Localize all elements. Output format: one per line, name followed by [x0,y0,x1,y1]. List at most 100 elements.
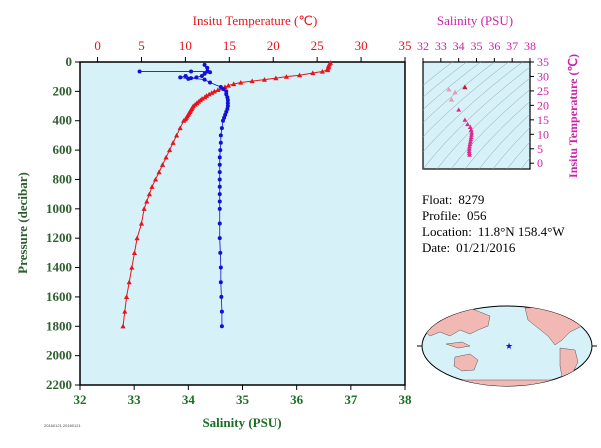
temperature-point [134,235,140,241]
ts-salinity-ticks: 32 33 34 35 36 37 38 [417,39,536,62]
salinity-point [217,184,222,189]
temperature-point [170,140,176,145]
salinity-series [137,62,230,329]
density-contour [423,62,509,138]
temp-tick-label: 0 [94,38,101,53]
ts-sal-tick-label: 33 [435,39,447,53]
location-value: 11.8°N 158.4°W [477,224,565,239]
density-contours [423,62,530,169]
temperature-point [156,169,162,175]
temperature-point [177,125,183,131]
salinity-point [183,73,188,78]
south-america-landmass [559,347,579,383]
ts-point [467,144,472,149]
ts-point [468,127,474,132]
temperature-point [163,154,169,160]
float-location-marker: ★ [505,341,513,351]
ts-temp-tick-label: 30 [537,69,549,83]
float-info: Float: 8279 Profile: 056 Location: 11.8°N 1… [422,192,565,256]
temperature-point [206,91,212,97]
salinity-point [217,162,222,167]
salinity-point [221,87,226,92]
ts-temp-tick-label: 10 [537,127,549,141]
salinity-point [225,98,230,103]
density-contour [423,62,467,98]
ts-point [469,130,475,135]
temperature-point [126,279,132,285]
ts-point [456,107,462,112]
sal-tick-label: 34 [182,392,196,407]
pres-tick-label: 1000 [46,201,72,216]
salinity-point [217,192,222,197]
temp-tick-label: 15 [223,38,236,53]
salinity-point [217,221,222,226]
salinity-point [218,280,223,285]
footer-text: 20160121 20160121 [44,423,81,428]
ts-point [462,117,468,122]
location-label: Location: [422,224,472,239]
pres-tick-label: 200 [53,83,73,98]
salinity-point [202,62,207,67]
temperature-point [211,88,217,94]
salinity-point [202,71,207,76]
salinity-point [218,148,223,153]
temperature-point [141,206,147,211]
density-contour [423,62,481,110]
temperature-point [325,67,331,73]
temp-tick-label: 35 [399,38,412,53]
ts-temperature-axis-title: Insitu Temperature (℃) [566,54,580,178]
temperature-point [120,323,126,329]
temp-tick-label: 20 [267,38,280,53]
temperature-point [144,198,150,204]
sal-tick-label: 36 [290,392,304,407]
ts-point [468,134,474,140]
ts-point [448,96,455,102]
salinity-point [217,155,222,160]
temperature-point [138,220,145,226]
salinity-point [219,309,224,314]
density-contour [464,101,530,169]
float-row: Float: 8279 [422,192,565,208]
density-contour [450,89,530,169]
temperature-point [152,176,159,182]
temperature-point [166,147,173,153]
temp-tick-label: 30 [355,38,368,53]
temperature-point [123,294,130,299]
salinity-point [217,170,222,175]
salinity-point [178,75,183,80]
ts-temp-tick-label: 5 [537,142,543,156]
pres-tick-label: 1200 [46,230,72,245]
location-row: Location: 11.8°N 158.4°W [422,224,565,240]
temperature-point [129,264,135,270]
salinity-point [219,294,224,299]
temperature-point [122,308,128,314]
temperature-point [149,184,155,189]
ts-point [467,141,473,147]
ts-sal-tick-label: 34 [453,39,465,53]
sal-tick-label: 35 [236,392,250,407]
ts-point [462,84,468,90]
ts-salinity-axis-title: Salinity (PSU) [437,13,513,28]
temp-tick-label: 25 [311,38,324,53]
profile-label: Profile: [422,208,461,223]
ts-temp-tick-label: 0 [537,156,543,170]
density-contour [520,157,530,169]
salinity-point [219,324,224,329]
salinity-point [219,126,224,131]
temperature-point [181,118,187,123]
pressure-axis-title: Pressure (decibar) [15,172,30,274]
date-label: Date: [422,240,451,255]
salinity-point [208,80,212,85]
temperature-point [238,79,244,85]
ts-points [446,84,475,157]
temperature-point [202,94,208,100]
salinity-point [218,140,223,145]
salinity-axis-title: Salinity (PSU) [202,415,281,430]
pres-tick-label: 400 [53,113,73,128]
main-plot-area [79,61,406,386]
ts-temp-tick-label: 25 [537,84,549,98]
ts-temp-tick-label: 20 [537,98,549,112]
temperature-series [120,60,333,329]
